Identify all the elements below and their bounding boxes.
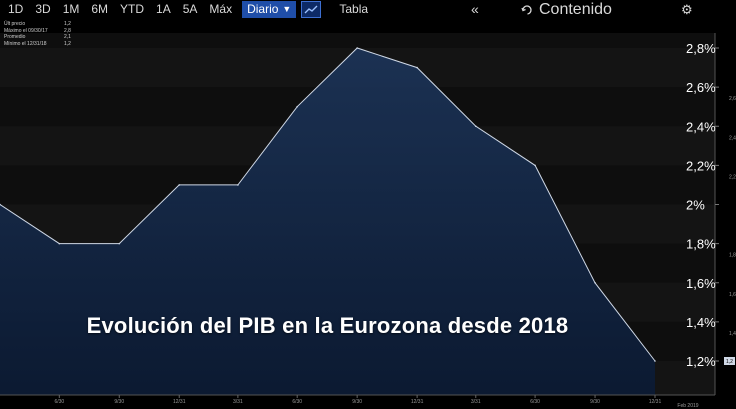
y-tick-label: 1,6%	[686, 276, 716, 291]
y-minor-tick-label: 2,2	[729, 174, 736, 180]
y-minor-tick-label: 1,6	[729, 292, 736, 298]
x-tick-label: 6/30	[54, 399, 64, 405]
legend-value: 2,1	[64, 34, 71, 40]
table-tab[interactable]: Tabla	[339, 2, 369, 16]
x-tick-label: 9/30	[114, 399, 124, 405]
range-1d[interactable]: 1D	[8, 2, 24, 16]
legend-value: 1,2	[64, 40, 71, 47]
data-point-2019-06-30	[534, 164, 536, 167]
x-tick-label: 9/30	[590, 399, 600, 405]
data-point-2017-03-31	[0, 203, 1, 206]
range-5a[interactable]: 5A	[182, 2, 198, 16]
content-icon	[521, 4, 532, 15]
data-point-2018-12-31	[416, 66, 418, 69]
data-point-2019-09-30	[594, 281, 596, 284]
data-point-2019-03-31	[474, 125, 477, 128]
legend-row: Máximo el 09/30/17 2,8	[4, 28, 71, 35]
series-area	[0, 48, 655, 395]
x-tick-label: 3/31	[471, 399, 481, 405]
legend-value: 1,2	[64, 21, 71, 27]
y-tick-label: 2%	[686, 198, 705, 213]
y-tick-label: 2,6%	[686, 80, 716, 95]
y-tick-label: 1,8%	[686, 237, 716, 252]
y-minor-tick-label: 2,4	[729, 135, 736, 141]
frequency-label: Diario	[247, 2, 279, 16]
data-point-2018-03-31	[237, 184, 239, 186]
range-3d[interactable]: 3D	[35, 2, 51, 16]
data-point-2019-12-31	[654, 360, 656, 362]
gear-icon[interactable]: ⚙	[681, 2, 693, 17]
y-minor-tick-label: 2,6	[729, 96, 736, 102]
legend-row: Promedio 2,1	[4, 34, 71, 41]
x-tick-label: 6/30	[292, 399, 302, 405]
legend-row: Mínimo el 12/31/18 1,2	[4, 41, 71, 48]
y-tick-label: 2,4%	[686, 119, 716, 134]
x-tick-label: 6/30	[530, 399, 540, 405]
data-point-2017-12-31	[178, 184, 181, 186]
legend-label: Últ precio	[4, 21, 26, 27]
y-tick-label: 1,2%	[686, 354, 716, 369]
legend-label: Máximo el 09/30/17	[4, 27, 48, 34]
frequency-dropdown[interactable]: Diario ▼	[242, 1, 297, 18]
y-tick-label: 1,4%	[686, 315, 716, 330]
x-tick-label: 9/30	[352, 399, 362, 405]
range-max[interactable]: Máx	[209, 2, 233, 16]
range-1m[interactable]: 1M	[62, 2, 80, 16]
range-1a[interactable]: 1A	[156, 2, 171, 16]
line-chart-icon	[304, 5, 318, 13]
content-menu[interactable]: Contenido	[521, 0, 612, 19]
series-line	[0, 47, 656, 362]
legend-row: Últ precio 1,2	[4, 21, 71, 28]
collapse-panel-icon[interactable]: «	[471, 1, 479, 17]
x-tick-label: 12/31	[649, 399, 662, 405]
legend-label: Promedio	[4, 34, 26, 40]
toolbar: 1D 3D 1M 6M YTD 1A 5A Máx Diario ▼ Tabla	[0, 0, 736, 19]
range-ytd[interactable]: YTD	[120, 2, 145, 16]
data-point-2017-06-30	[58, 242, 61, 245]
data-point-2017-09-30	[118, 242, 121, 245]
data-point-2018-06-30	[296, 105, 298, 108]
legend: Últ precio 1,2 Máximo el 09/30/17 2,8 Prom…	[4, 21, 71, 47]
last-value-tag	[724, 357, 735, 365]
legend-label: Mínimo el 12/31/18	[4, 40, 47, 47]
y-minor-tick-label: 1,4	[729, 331, 736, 337]
plot-band	[0, 33, 715, 48]
overlay-title: Evolución del PIB en la Eurozona desde 2…	[86, 313, 569, 338]
x-tick-label: 12/31	[411, 399, 424, 405]
x-tick-label: 3/31	[233, 399, 243, 405]
data-point-2018-09-30	[356, 47, 358, 49]
last-value-tag-label: 1,2	[726, 359, 733, 365]
chevron-down-icon: ▼	[282, 4, 292, 14]
y-minor-tick-label: 1,8	[729, 253, 736, 259]
y-tick-label: 2,2%	[686, 158, 716, 173]
content-label: Contenido	[539, 1, 612, 18]
x-tick-label: 12/31	[173, 399, 186, 405]
legend-value: 2,8	[64, 27, 71, 34]
y-tick-label: 2,8%	[686, 41, 716, 56]
range-6m[interactable]: 6M	[91, 2, 109, 16]
line-chart-button[interactable]	[301, 1, 322, 18]
x-axis-end-label: Feb 2019	[677, 403, 698, 409]
